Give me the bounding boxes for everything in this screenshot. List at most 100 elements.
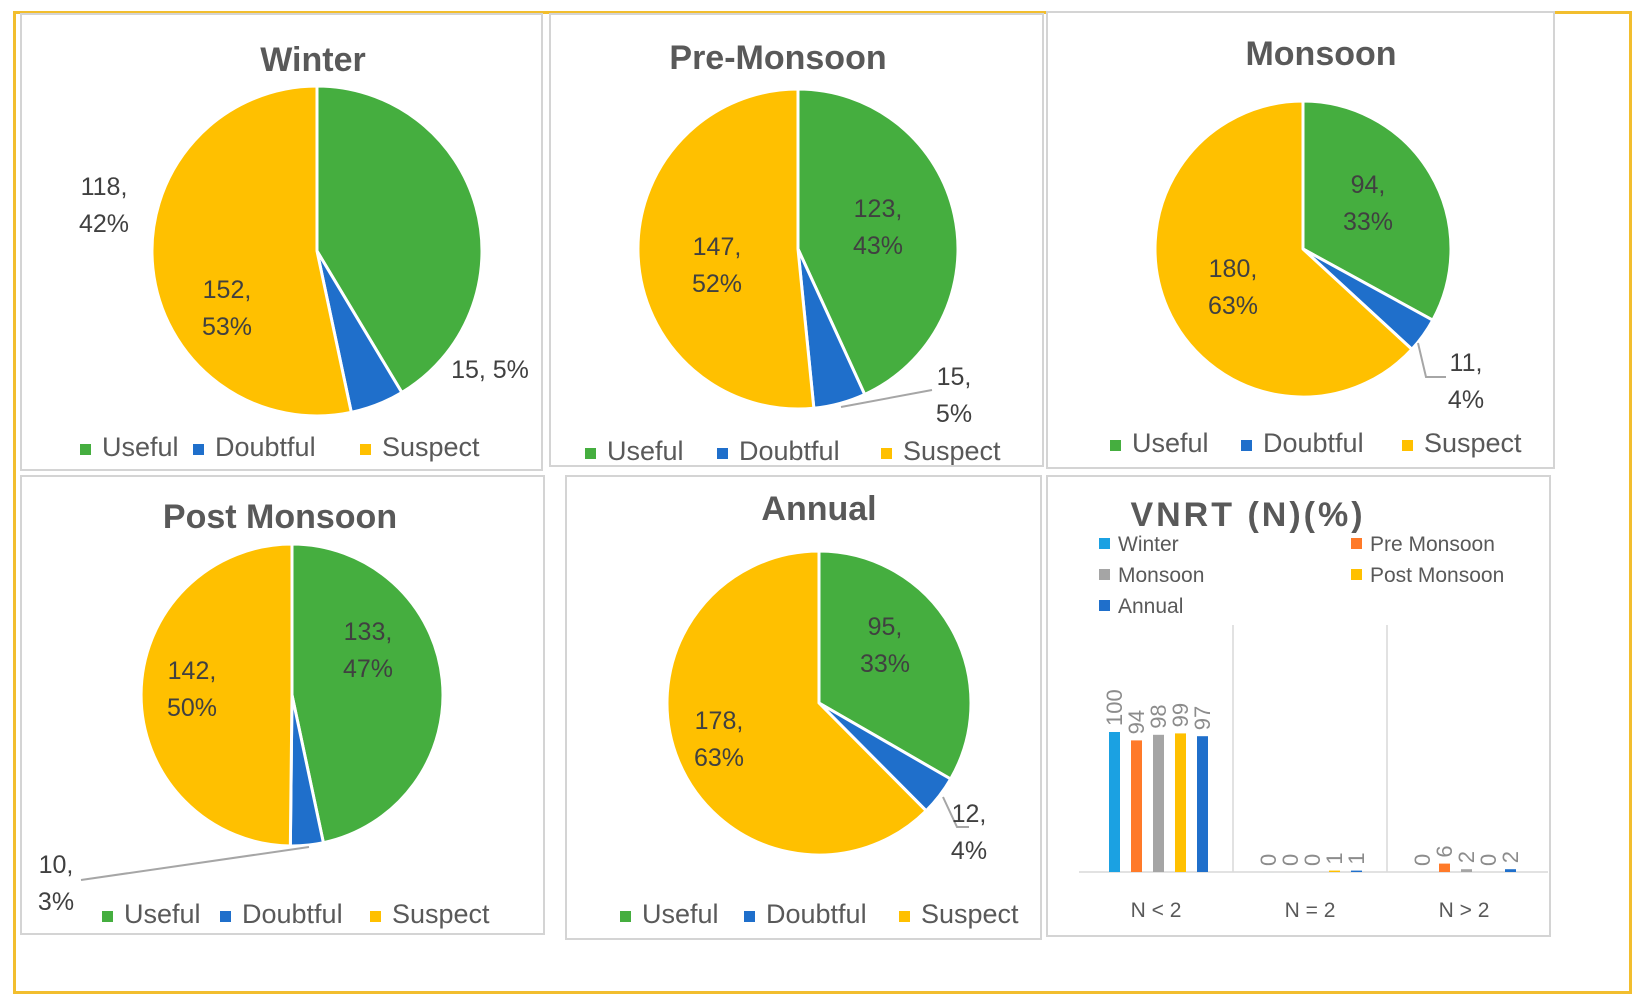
- legend-swatch-doubtful: [220, 911, 231, 922]
- legend-label-suspect: Suspect: [903, 436, 1001, 465]
- monsoon-pie-chart: Monsoon 94, 33% 11, 4% 180, 63% Useful Doubtful S…: [1110, 35, 1522, 458]
- data-label-useful: 118, 42%: [79, 173, 129, 238]
- legend-swatch-pre-monsoon: [1351, 538, 1362, 549]
- winter-pie-chart: Winter 118, 42% 15, 5% 152, 53% Useful Doubtful…: [79, 41, 529, 462]
- legend-swatch-doubtful: [717, 448, 728, 459]
- data-label-suspect: 142, 50%: [167, 657, 217, 722]
- data-label-winter: 0: [1410, 854, 1435, 866]
- winter-panel: Winter 118, 42% 15, 5% 152, 53% Useful Doubtful…: [20, 13, 543, 471]
- legend-label-useful: Useful: [102, 432, 179, 462]
- pie-slice-useful: [290, 542, 445, 845]
- data-label-doubtful: 10, 3%: [38, 851, 74, 916]
- legend-swatch-doubtful: [193, 444, 204, 455]
- legend-label-useful: Useful: [642, 899, 719, 929]
- pie-slice-suspect: [665, 549, 928, 857]
- data-label-useful: 133, 47%: [343, 618, 393, 683]
- monsoon-panel: Monsoon 94, 33% 11, 4% 180, 63% Useful Doubtful S…: [1046, 11, 1555, 469]
- bar-annual: [1197, 736, 1208, 872]
- pie-slice-useful: [796, 87, 960, 396]
- pie-slice-useful: [817, 549, 973, 781]
- legend-swatch-doubtful: [1241, 440, 1252, 451]
- data-label-suspect: 147, 52%: [692, 233, 742, 298]
- data-label-pre-monsoon: 94: [1124, 710, 1149, 734]
- post-monsoon-pie-chart: Post Monsoon 133, 47% 10, 3% 142, 50% Useful Dou…: [38, 498, 490, 929]
- legend-label-suspect: Suspect: [392, 899, 490, 929]
- legend-label-suspect: Suspect: [921, 899, 1019, 929]
- chart-title: Post Monsoon: [163, 498, 397, 536]
- legend-label-doubtful: Doubtful: [739, 436, 840, 465]
- data-label-doubtful: 15, 5%: [936, 363, 972, 428]
- legend-label-post-monsoon: Post Monsoon: [1370, 564, 1504, 587]
- vnrt-panel: VNRT (N)(%) Winter Pre Monsoon Monsoon Post …: [1046, 475, 1551, 937]
- pre-monsoon-panel: Pre-Monsoon 123, 43% 15, 5% 147, 52% Useful Doub…: [549, 13, 1044, 467]
- legend-swatch-useful: [620, 911, 631, 922]
- legend-label-useful: Useful: [607, 436, 684, 465]
- data-label-annual: 2: [1498, 851, 1523, 863]
- data-label-suspect: 152, 53%: [202, 276, 252, 341]
- data-label-useful: 94, 33%: [1343, 171, 1393, 236]
- data-label-doubtful: 11, 4%: [1448, 349, 1484, 414]
- pie-slice-suspect: [1153, 99, 1414, 399]
- annual-panel: Annual 95, 33% 12, 4% 178, 63% Useful Doubtful Su…: [565, 475, 1042, 940]
- legend-swatch-annual: [1099, 600, 1110, 611]
- legend-label-useful: Useful: [124, 899, 201, 929]
- chart-title: Annual: [761, 490, 876, 528]
- data-label-monsoon: 98: [1146, 704, 1171, 728]
- data-label-doubtful: 15, 5%: [451, 356, 529, 384]
- data-label-suspect: 180, 63%: [1208, 255, 1258, 320]
- legend-label-suspect: Suspect: [1424, 428, 1522, 458]
- legend-swatch-suspect: [360, 444, 371, 455]
- chart-title: Monsoon: [1245, 35, 1396, 73]
- category-label: N > 2: [1439, 899, 1490, 922]
- data-label-winter: 0: [1256, 854, 1281, 866]
- bar-pre-monsoon: [1131, 740, 1142, 872]
- legend-swatch-suspect: [881, 448, 892, 459]
- legend-label-pre-monsoon: Pre Monsoon: [1370, 533, 1495, 556]
- bar-post-monsoon: [1175, 733, 1186, 872]
- pre-monsoon-pie-chart: Pre-Monsoon 123, 43% 15, 5% 147, 52% Useful Doub…: [585, 39, 1001, 466]
- category-label: N < 2: [1131, 899, 1182, 922]
- data-label-monsoon: 2: [1454, 851, 1479, 863]
- category-label: N = 2: [1285, 899, 1336, 922]
- data-label-suspect: 178, 63%: [694, 707, 744, 772]
- bar-annual: [1505, 869, 1516, 872]
- legend-swatch-doubtful: [744, 911, 755, 922]
- outer-frame: [13, 11, 1632, 994]
- chart-title: Pre-Monsoon: [669, 39, 886, 77]
- legend-swatch-winter: [1099, 538, 1110, 549]
- legend-label-doubtful: Doubtful: [215, 432, 316, 462]
- bar-annual: [1351, 870, 1362, 872]
- doubtful-leader-line: [80, 846, 310, 881]
- data-label-useful: 123, 43%: [853, 195, 903, 260]
- pie-slice-useful: [315, 84, 484, 395]
- data-label-useful: 95, 33%: [860, 613, 910, 678]
- data-label-annual: 97: [1190, 706, 1215, 730]
- legend-swatch-suspect: [1402, 440, 1413, 451]
- legend-label-monsoon: Monsoon: [1118, 564, 1204, 587]
- data-label-doubtful: 12, 4%: [951, 800, 987, 865]
- legend-label-doubtful: Doubtful: [1263, 428, 1364, 458]
- pie-slice-suspect: [636, 87, 816, 411]
- legend-label-doubtful: Doubtful: [766, 899, 867, 929]
- legend-swatch-post-monsoon: [1351, 569, 1362, 580]
- pie-slice-suspect: [139, 542, 294, 848]
- legend-swatch-monsoon: [1099, 569, 1110, 580]
- legend-label-suspect: Suspect: [382, 432, 480, 462]
- chart-title: Winter: [260, 41, 365, 79]
- bar-winter: [1109, 732, 1120, 872]
- vnrt-bar-chart: VNRT (N)(%)Winter Pre Monsoon Monsoon Post …: [1079, 496, 1548, 922]
- bar-post-monsoon: [1329, 870, 1340, 872]
- data-label-winter: 100: [1102, 689, 1127, 726]
- data-label-post-monsoon: 0: [1476, 854, 1501, 866]
- data-label-post-monsoon: 99: [1168, 703, 1193, 727]
- legend-label-annual: Annual: [1118, 595, 1183, 618]
- legend-swatch-useful: [585, 448, 596, 459]
- doubtful-leader-line: [1417, 342, 1446, 378]
- post-monsoon-panel: Post Monsoon 133, 47% 10, 3% 142, 50% Useful Dou…: [20, 475, 545, 935]
- bar-monsoon: [1153, 734, 1164, 872]
- data-label-post-monsoon: 1: [1322, 852, 1347, 864]
- pie-slice-suspect: [150, 84, 353, 418]
- doubtful-leader-line: [840, 389, 933, 408]
- pie-slice-useful: [1301, 99, 1453, 322]
